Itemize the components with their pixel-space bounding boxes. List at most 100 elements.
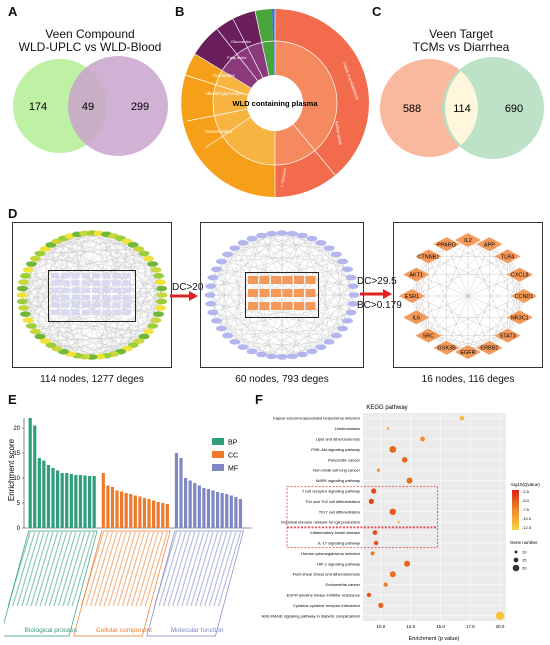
- network-node: [315, 344, 327, 350]
- kegg-point: [459, 416, 465, 421]
- bar-term-label: [44, 531, 68, 607]
- kegg-point: [378, 602, 384, 608]
- network-node: [345, 274, 357, 281]
- network-node: [211, 266, 223, 273]
- network-node: [296, 351, 308, 358]
- sunburst-label-ginsenosides: Ginsenosides: [205, 129, 233, 134]
- kegg-point: [383, 582, 388, 587]
- network-node: [286, 353, 298, 360]
- bar-term-label: [48, 531, 72, 607]
- network-node: [222, 251, 234, 258]
- network-core-node: [305, 302, 316, 310]
- bar-term-label: [172, 531, 196, 607]
- bar-term-label: [99, 531, 123, 607]
- network-node: [211, 317, 223, 324]
- network-node: [207, 309, 219, 316]
- core-node: [415, 249, 442, 264]
- network-core-node: [92, 302, 101, 308]
- venn-c-overlap-count: 114: [453, 103, 471, 115]
- bar-cc: [129, 494, 133, 528]
- bar-term-label: [167, 531, 191, 607]
- bar-mf: [211, 490, 215, 528]
- network-node: [138, 333, 150, 340]
- network-core-node: [81, 280, 90, 286]
- bar-term-label: [121, 531, 146, 607]
- network-core-node: [81, 309, 90, 315]
- bar-group-bracket: [4, 530, 98, 637]
- network-core-node: [102, 309, 111, 315]
- network-core-node: [122, 295, 131, 301]
- bar-bp: [60, 473, 64, 528]
- bar-ylabel: Enrichment score: [7, 438, 16, 501]
- network-node: [306, 348, 318, 355]
- kegg-point: [372, 530, 378, 535]
- bar-bp: [74, 475, 78, 528]
- bar-bp: [83, 475, 87, 528]
- network-node: [138, 250, 150, 257]
- bar-mf: [184, 478, 188, 528]
- network-node: [222, 332, 234, 339]
- network-core-node: [122, 309, 131, 315]
- core-node-label: ESR1: [405, 294, 419, 300]
- bar-term-label: [176, 531, 200, 607]
- bar-cc: [106, 485, 110, 528]
- kegg-point: [368, 498, 374, 504]
- network-core-node: [112, 309, 121, 315]
- network-core-node: [248, 302, 258, 310]
- bar-term-label: [140, 531, 164, 607]
- network-node: [143, 328, 155, 335]
- core-node-label: SRC: [423, 334, 435, 340]
- network-core-node: [122, 302, 131, 308]
- kegg-highlight-box: [286, 485, 438, 528]
- venn-c-title: Veen Target TCMs vs Diarrhea: [376, 28, 546, 54]
- sunburst-center-title: WLD containing plasma: [232, 99, 318, 108]
- network-node: [22, 317, 34, 324]
- network-node: [306, 235, 318, 242]
- network-node: [237, 344, 249, 350]
- bar-term-label: [195, 531, 219, 607]
- venn-c-heading: Veen Target: [429, 27, 493, 41]
- kegg-category-label: Non-small cell lung cancer: [313, 468, 361, 473]
- sunburst-outer-blue: [272, 8, 275, 75]
- network-node: [205, 283, 217, 289]
- network-core-node: [259, 289, 270, 297]
- bar-bp: [78, 475, 83, 528]
- step1-label: DC>20: [172, 282, 204, 293]
- network-2-core-box: [245, 272, 319, 318]
- kegg-point: [373, 540, 379, 546]
- network-node: [147, 323, 159, 329]
- venn-a-right-count: 299: [131, 101, 149, 113]
- network-core-node: [294, 302, 304, 310]
- kegg-category-label: Inflammatory bowel disease: [310, 530, 360, 535]
- kegg-highlight-box: [286, 527, 438, 549]
- panel-label-e: E: [8, 392, 17, 407]
- kegg-category-label: MAPK signaling pathway: [316, 478, 360, 483]
- network-core-node: [71, 273, 80, 279]
- network-node: [156, 285, 168, 292]
- bar-mf: [206, 489, 211, 528]
- network-node: [266, 353, 278, 360]
- venn-c-left-label: TCMs: [412, 40, 445, 54]
- sunburst-label-ceramides: Ceramides: [213, 73, 236, 78]
- kegg-point: [371, 488, 377, 494]
- network-3-caption: 16 nodes, 116 deges: [421, 374, 515, 385]
- sunburst-inner-amino: [275, 41, 337, 165]
- kegg-xtick-label: 20.0: [496, 624, 505, 629]
- network-node: [16, 292, 28, 298]
- bar-mf: [225, 494, 229, 528]
- kegg-color-scale: [512, 490, 519, 530]
- network-core-node: [92, 280, 101, 286]
- network-core-node: [71, 280, 80, 286]
- bar-cc: [138, 496, 142, 528]
- bar-bp: [33, 425, 37, 528]
- network-node: [337, 258, 349, 265]
- network-core-node: [294, 276, 304, 284]
- bar-term-label: [135, 531, 159, 607]
- bar-term-label: [53, 531, 77, 607]
- bar-term-label: [67, 531, 91, 607]
- kegg-category-label: T cell receptor signaling pathway: [302, 489, 360, 494]
- network-node: [330, 251, 342, 258]
- kegg-category-label: HIF-1 signaling pathway: [317, 561, 360, 566]
- kegg-point: [389, 508, 396, 515]
- network-core-node: [112, 287, 121, 293]
